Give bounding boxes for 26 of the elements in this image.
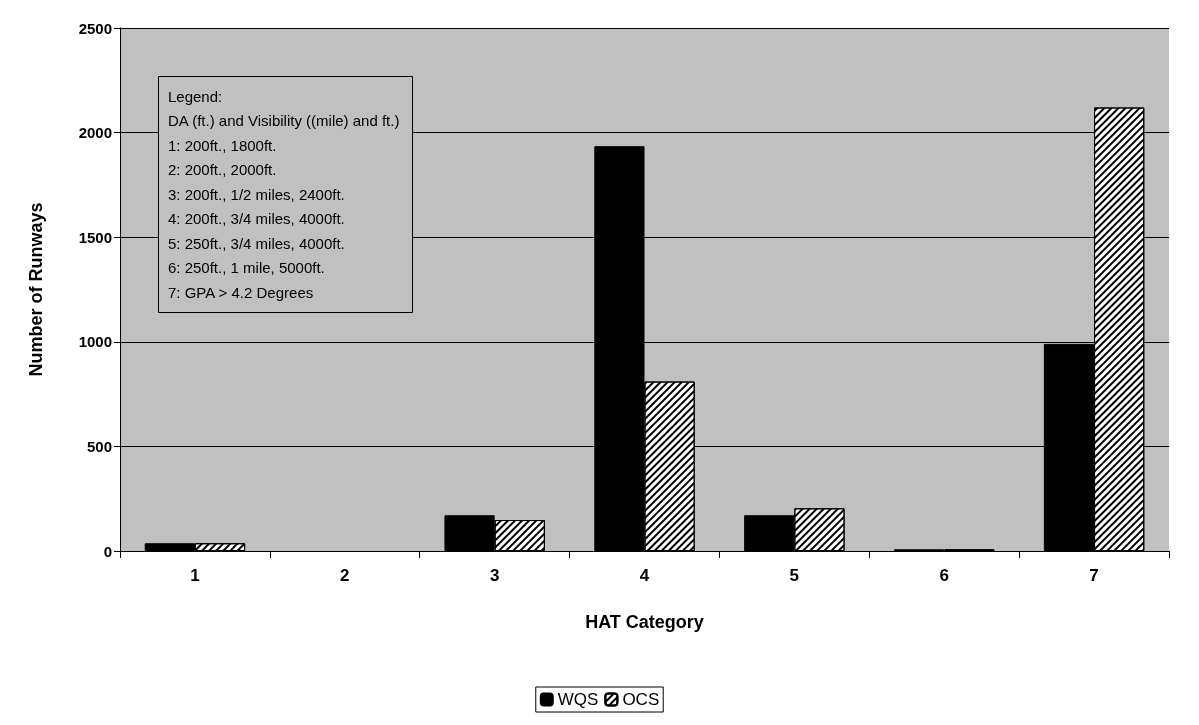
annotation: 5: 250ft., 3/4 miles, 4000ft. [168,234,345,252]
y-tick-label: 2500 [78,19,112,37]
annotation: 6: 250ft., 1 mile, 5000ft. [168,259,325,277]
x-tick-label: 7 [1089,566,1099,585]
annotation: 2: 200ft., 2000ft. [168,161,277,179]
x-tick-label: 5 [789,566,800,585]
x-tick-label: 6 [939,566,949,585]
annotation: DA (ft.) and Visibility ((mile) and ft.) [168,112,400,130]
legend-label: OCS [622,690,660,709]
annotation: 4: 200ft., 3/4 miles, 4000ft. [168,210,345,228]
y-tick-label: 500 [86,437,112,455]
annotation: 1: 200ft., 1800ft. [168,136,277,154]
y-tick-label: 0 [103,542,112,560]
x-tick-label: 3 [489,566,500,585]
x-tick-label: 1 [190,566,200,585]
annotation: 3: 200ft., 1/2 miles, 2400ft. [168,185,345,203]
x-tick-label: 2 [340,566,350,585]
legend-label: WQS [557,690,599,709]
x-axis-title: HAT Category [585,612,704,632]
y-tick-label: 1500 [78,228,112,246]
x-tick-label: 4 [639,566,650,585]
y-tick-label: 1000 [78,333,112,351]
y-tick-label: 2000 [78,124,112,142]
annotation: Legend: [168,87,223,105]
annotation: 7: GPA > 4.2 Degrees [168,283,314,301]
y-axis-title: Number of Runways [26,202,46,377]
